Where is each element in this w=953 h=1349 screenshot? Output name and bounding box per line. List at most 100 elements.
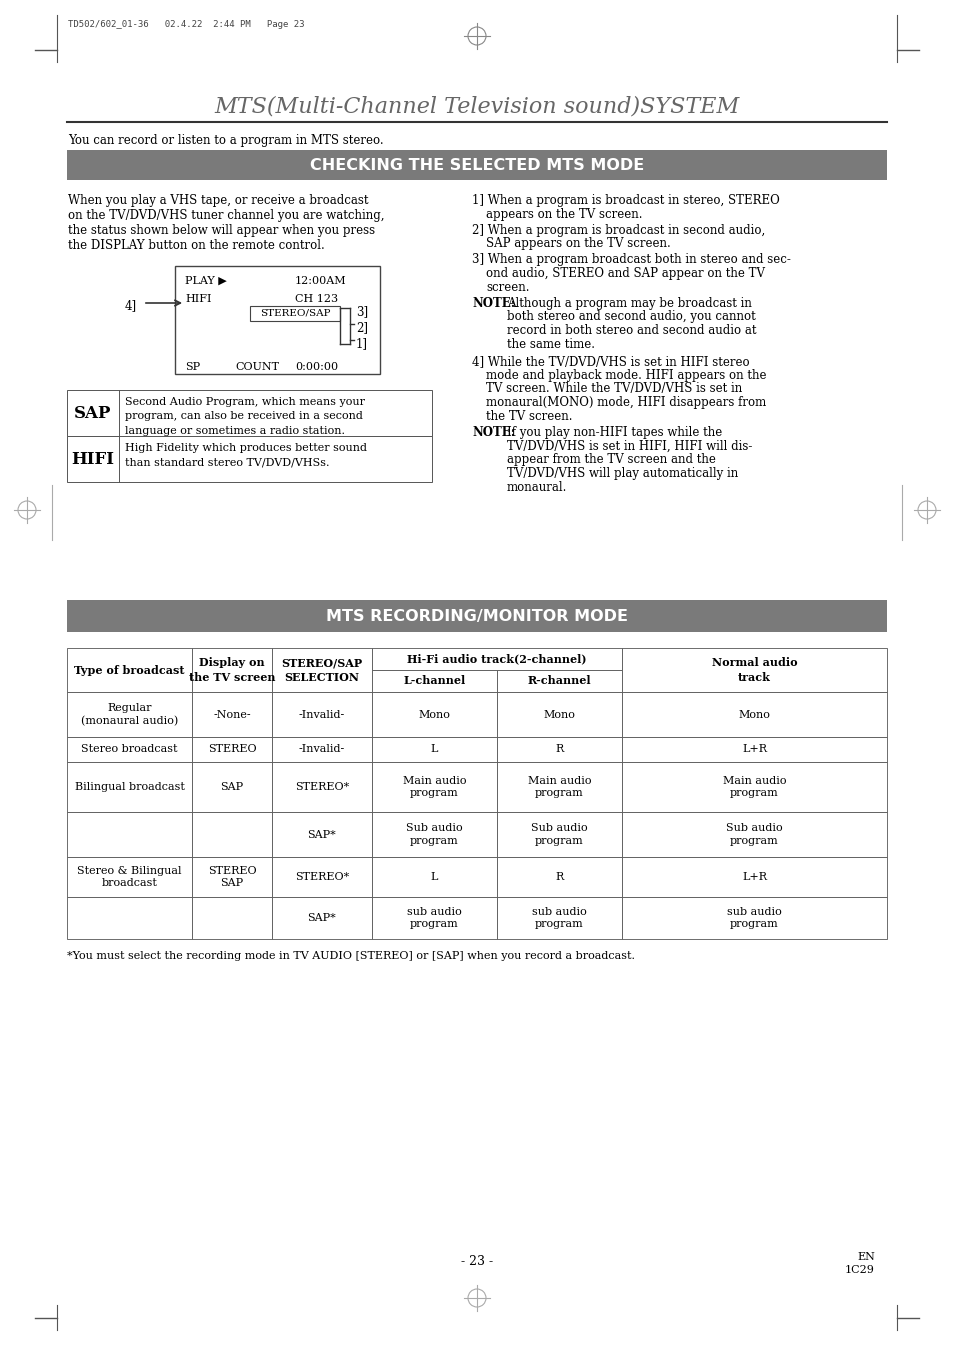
- Text: HIFI: HIFI: [185, 294, 212, 304]
- Text: the DISPLAY button on the remote control.: the DISPLAY button on the remote control…: [68, 239, 324, 252]
- Text: Display on
the TV screen: Display on the TV screen: [189, 657, 275, 683]
- Text: 4]: 4]: [125, 299, 137, 312]
- Text: HIFI: HIFI: [71, 451, 114, 468]
- Bar: [67, 857, 192, 897]
- Text: PLAY ▶: PLAY ▶: [185, 277, 227, 286]
- Bar: [497, 857, 621, 897]
- Text: sub audio
program: sub audio program: [532, 907, 586, 929]
- Text: appears on the TV screen.: appears on the TV screen.: [485, 208, 641, 221]
- Bar: [67, 812, 192, 857]
- Text: 1] When a program is broadcast in stereo, STEREO: 1] When a program is broadcast in stereo…: [472, 194, 779, 206]
- Text: Main audio
program: Main audio program: [722, 776, 785, 799]
- Text: L-channel: L-channel: [403, 676, 465, 687]
- Text: SAP*: SAP*: [307, 830, 336, 839]
- Text: If you play non-HIFI tapes while the: If you play non-HIFI tapes while the: [506, 426, 721, 438]
- Text: COUNT: COUNT: [234, 362, 278, 372]
- Text: EN: EN: [856, 1252, 874, 1263]
- Bar: [67, 737, 192, 762]
- Text: Mono: Mono: [418, 710, 450, 719]
- Text: mode and playback mode. HIFI appears on the: mode and playback mode. HIFI appears on …: [485, 368, 765, 382]
- Bar: [67, 390, 432, 436]
- Text: 2]: 2]: [355, 321, 368, 335]
- Bar: [621, 648, 886, 692]
- Text: Hi-Fi audio track(2-channel): Hi-Fi audio track(2-channel): [407, 653, 586, 665]
- Text: -None-: -None-: [213, 710, 251, 719]
- Bar: [372, 812, 497, 857]
- Text: the TV screen.: the TV screen.: [485, 410, 572, 424]
- Text: Bilingual broadcast: Bilingual broadcast: [74, 782, 184, 792]
- Bar: [372, 857, 497, 897]
- Text: Main audio
program: Main audio program: [527, 776, 591, 799]
- Text: STEREO*: STEREO*: [294, 871, 349, 882]
- Bar: [621, 692, 886, 737]
- Text: STEREO/SAP: STEREO/SAP: [259, 309, 330, 318]
- Text: monaural.: monaural.: [506, 482, 567, 494]
- Bar: [272, 812, 372, 857]
- Text: - 23 -: - 23 -: [460, 1255, 493, 1268]
- Bar: [621, 812, 886, 857]
- Text: 4] While the TV/DVD/VHS is set in HIFI stereo: 4] While the TV/DVD/VHS is set in HIFI s…: [472, 355, 749, 368]
- Text: L: L: [431, 745, 437, 754]
- Text: 12:00AM: 12:00AM: [294, 277, 346, 286]
- Bar: [497, 670, 621, 692]
- Text: NOTE:: NOTE:: [472, 297, 515, 310]
- Text: sub audio
program: sub audio program: [407, 907, 461, 929]
- Text: the status shown below will appear when you press: the status shown below will appear when …: [68, 224, 375, 237]
- Text: SAP: SAP: [74, 405, 112, 421]
- Bar: [372, 648, 621, 670]
- Text: SAP: SAP: [220, 782, 243, 792]
- Text: MTS(Multi-Channel Television sound)SYSTEM: MTS(Multi-Channel Television sound)SYSTE…: [214, 94, 739, 117]
- Bar: [192, 812, 272, 857]
- Text: TD502/602_01-36   02.4.22  2:44 PM   Page 23: TD502/602_01-36 02.4.22 2:44 PM Page 23: [68, 20, 304, 28]
- Bar: [621, 737, 886, 762]
- Text: SAP*: SAP*: [307, 913, 336, 923]
- Bar: [272, 692, 372, 737]
- Text: 2] When a program is broadcast in second audio,: 2] When a program is broadcast in second…: [472, 224, 764, 236]
- Text: Second Audio Program, which means your
program, can also be received in a second: Second Audio Program, which means your p…: [125, 397, 365, 436]
- Bar: [621, 897, 886, 939]
- Text: 1]: 1]: [355, 337, 368, 349]
- Text: Mono: Mono: [738, 710, 770, 719]
- Text: ond audio, STEREO and SAP appear on the TV: ond audio, STEREO and SAP appear on the …: [485, 267, 764, 281]
- Text: STEREO/SAP
SELECTION: STEREO/SAP SELECTION: [281, 657, 362, 683]
- Text: Regular
(monaural audio): Regular (monaural audio): [81, 703, 178, 726]
- Bar: [192, 648, 272, 692]
- Text: Mono: Mono: [543, 710, 575, 719]
- Text: -Invalid-: -Invalid-: [298, 710, 345, 719]
- Text: 1C29: 1C29: [844, 1265, 874, 1275]
- Text: SAP appears on the TV screen.: SAP appears on the TV screen.: [485, 237, 670, 251]
- Bar: [192, 762, 272, 812]
- Bar: [192, 897, 272, 939]
- Text: Main audio
program: Main audio program: [402, 776, 466, 799]
- Bar: [372, 737, 497, 762]
- Text: You can record or listen to a program in MTS stereo.: You can record or listen to a program in…: [68, 134, 383, 147]
- Bar: [67, 150, 886, 179]
- Text: STEREO*: STEREO*: [294, 782, 349, 792]
- Bar: [192, 737, 272, 762]
- Bar: [372, 670, 497, 692]
- Bar: [67, 692, 192, 737]
- Text: appear from the TV screen and the: appear from the TV screen and the: [506, 453, 715, 467]
- Text: SP: SP: [185, 362, 200, 372]
- Text: NOTE:: NOTE:: [472, 426, 515, 438]
- Text: CHECKING THE SELECTED MTS MODE: CHECKING THE SELECTED MTS MODE: [310, 158, 643, 173]
- Bar: [67, 600, 886, 631]
- Text: R: R: [555, 871, 563, 882]
- Text: TV/DVD/VHS is set in HIFI, HIFI will dis-: TV/DVD/VHS is set in HIFI, HIFI will dis…: [506, 440, 752, 453]
- Bar: [67, 648, 192, 692]
- Bar: [192, 692, 272, 737]
- Text: 0:00:00: 0:00:00: [294, 362, 337, 372]
- Text: on the TV/DVD/VHS tuner channel you are watching,: on the TV/DVD/VHS tuner channel you are …: [68, 209, 384, 223]
- Text: L+R: L+R: [741, 871, 766, 882]
- Bar: [250, 306, 339, 321]
- Bar: [272, 897, 372, 939]
- Text: MTS RECORDING/MONITOR MODE: MTS RECORDING/MONITOR MODE: [326, 608, 627, 623]
- Text: -Invalid-: -Invalid-: [298, 745, 345, 754]
- Text: Stereo & Bilingual
broadcast: Stereo & Bilingual broadcast: [77, 866, 182, 889]
- Text: CH 123: CH 123: [294, 294, 337, 304]
- Bar: [272, 857, 372, 897]
- Bar: [192, 857, 272, 897]
- Text: monaural(MONO) mode, HIFI disappears from: monaural(MONO) mode, HIFI disappears fro…: [485, 397, 765, 409]
- Bar: [272, 648, 372, 692]
- Text: L+R: L+R: [741, 745, 766, 754]
